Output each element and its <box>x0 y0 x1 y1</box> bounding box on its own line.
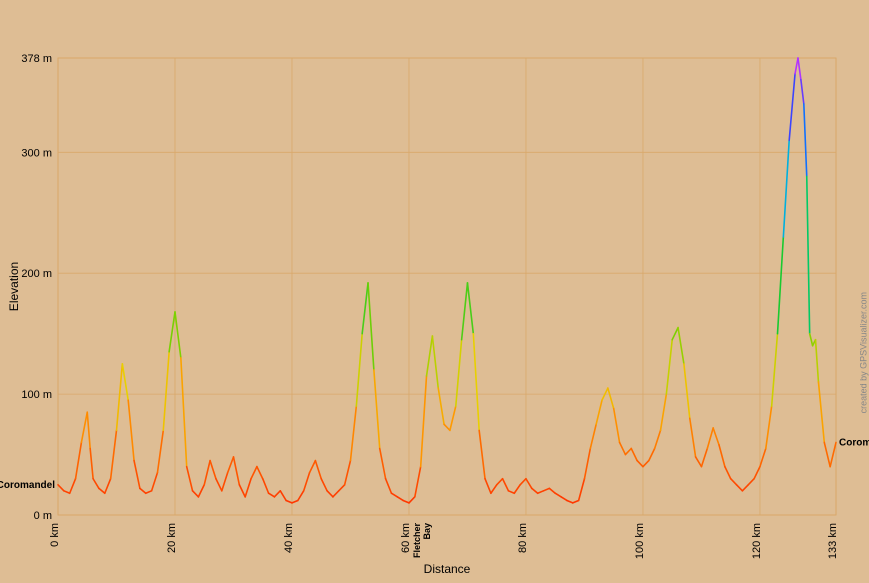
svg-text:Fletcher: Fletcher <box>412 523 422 559</box>
svg-text:100 km: 100 km <box>634 523 646 559</box>
svg-text:0 km: 0 km <box>49 523 61 547</box>
elevation-chart: 0 m 100 m 200 m 300 m 378 m 0 km 20 km 40 km 60 … <box>0 0 869 583</box>
svg-text:200 m: 200 m <box>21 268 52 280</box>
svg-text:60 km: 60 km <box>400 523 412 553</box>
svg-text:Coromandel: Coromandel <box>0 480 55 491</box>
svg-text:Coromandel: Coromandel <box>839 437 869 448</box>
credit-text: created by GPSVisualizer.com <box>858 292 868 413</box>
svg-text:133 km: 133 km <box>827 523 839 559</box>
svg-text:Distance: Distance <box>424 562 471 576</box>
svg-text:378 m: 378 m <box>21 53 52 65</box>
svg-text:Bay: Bay <box>422 523 432 540</box>
svg-text:40 km: 40 km <box>283 523 295 553</box>
svg-text:80 km: 80 km <box>517 523 529 553</box>
svg-text:20 km: 20 km <box>166 523 178 553</box>
svg-text:100 m: 100 m <box>21 389 52 401</box>
chart-container: 0 m 100 m 200 m 300 m 378 m 0 km 20 km 40 km 60 … <box>0 0 869 583</box>
svg-text:120 km: 120 km <box>751 523 763 559</box>
svg-text:Elevation: Elevation <box>7 262 21 311</box>
svg-text:300 m: 300 m <box>21 147 52 159</box>
svg-text:0 m: 0 m <box>34 510 52 522</box>
